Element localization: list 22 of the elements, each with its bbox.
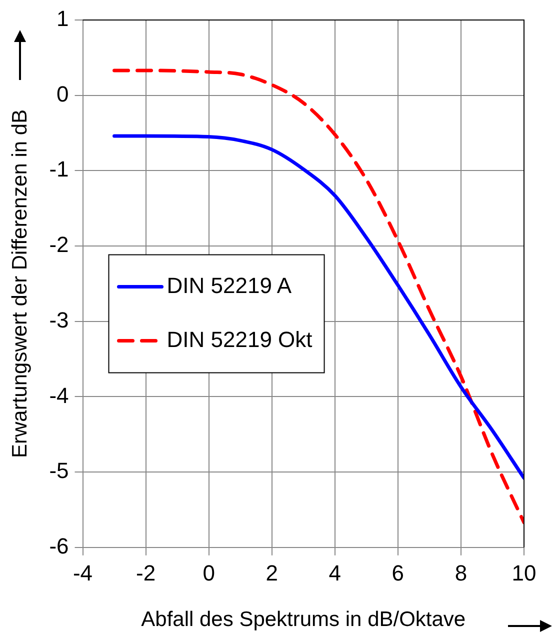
y-axis-title: Erwartungswert der Differenzen in dB bbox=[8, 109, 32, 458]
y-tick-label: -6 bbox=[49, 533, 69, 558]
y-tick-label: -4 bbox=[49, 382, 69, 408]
y-tick-label: -1 bbox=[49, 156, 69, 182]
x-tick-label: 2 bbox=[266, 560, 278, 586]
x-tick-label: 8 bbox=[454, 560, 468, 586]
x-tick-label: -2 bbox=[136, 560, 156, 586]
y-tick-label: -3 bbox=[49, 307, 69, 332]
line-series bbox=[112, 68, 524, 524]
y-tick-label: 1 bbox=[56, 6, 69, 32]
x-tick-label: 0 bbox=[202, 560, 215, 586]
x-tick-label: 4 bbox=[328, 560, 342, 586]
x-tick-label: 6 bbox=[392, 560, 404, 586]
y-tick-label: 0 bbox=[56, 81, 69, 106]
line-series bbox=[112, 134, 524, 480]
x-tick-label: -4 bbox=[72, 560, 93, 586]
y-tick-label: -5 bbox=[49, 458, 69, 484]
legend-label: DIN 52219 Okt bbox=[166, 326, 312, 352]
y-tick-label: -2 bbox=[49, 232, 69, 258]
x-tick-label: 10 bbox=[512, 560, 536, 586]
x-axis-title: Abfall des Spektrums in dB/Oktave bbox=[141, 608, 466, 632]
legend-label: DIN 52219 A bbox=[166, 272, 292, 298]
